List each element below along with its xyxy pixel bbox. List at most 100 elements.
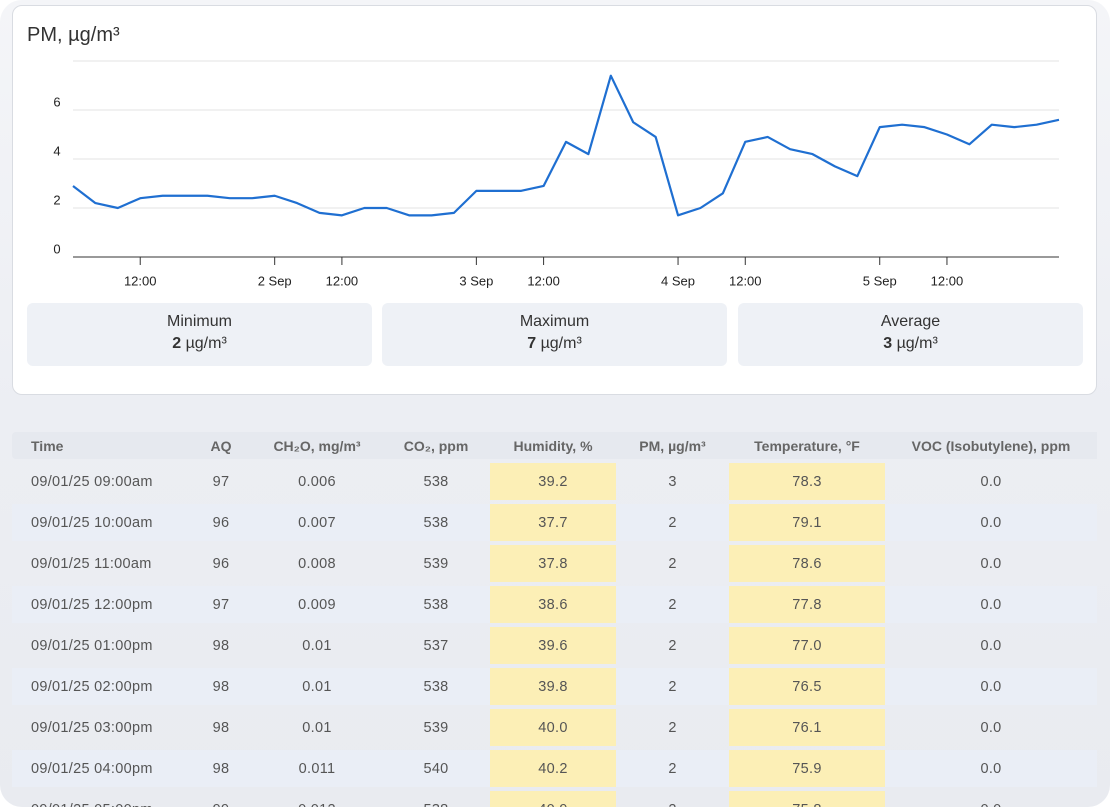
table-cell: 39.6 [490,627,616,664]
table-cell: 0.006 [298,473,336,490]
table-cell: 77.0 [729,627,885,664]
column-header: AQ [190,432,252,459]
table-cell: 2 [616,791,729,807]
chart-title: PM, µg/m³ [27,24,120,46]
table-cell: 0.012 [252,791,382,807]
table-cell: 538 [382,586,490,623]
table-cell: 96 [212,555,230,572]
table-cell: 2 [668,719,677,736]
table-cell: 538 [423,473,449,490]
stat-label: Average [880,313,941,330]
table-cell: 0.0 [885,586,1097,623]
y-tick-label: 6 [53,94,60,109]
table-cell: 0.0 [885,668,1097,705]
table-cell: 78.6 [729,545,885,582]
table-row: 09/01/25 10:00am 96 0.007 538 37.7 2 79.1 0.0 [12,504,1097,541]
table-cell: 98 [212,719,230,736]
table-cell: 98 [212,637,230,654]
x-tick-label: 12:00 [326,273,359,288]
table-cell: 2 [616,586,729,623]
table-row: 09/01/25 09:00am 97 0.006 538 39.2 3 78.3 0.0 [12,463,1097,500]
table-cell: 09/01/25 02:00pm [12,668,190,705]
table-cell: 97 [190,586,252,623]
stat-label: Maximum [519,313,590,330]
table-row: 09/01/25 03:00pm 98 0.01 539 40.0 2 76.1 0.0 [12,709,1097,746]
column-header: VOC (Isobutylene), ppm [885,432,1097,459]
table-cell: 09/01/25 01:00pm [31,637,153,654]
table-cell: 09/01/25 03:00pm [31,719,153,736]
stat-card: Average 3 µg/m³ [738,303,1083,366]
stat-unit: µg/m³ [896,335,938,352]
x-tick-label: 12:00 [931,273,964,288]
stat-unit: µg/m³ [185,335,227,352]
table-cell: 0.0 [885,750,1097,787]
table-cell: 0.01 [302,719,332,736]
table-cell: 96 [190,504,252,541]
table-row: 09/01/25 12:00pm 97 0.009 538 38.6 2 77.8 0.0 [12,586,1097,623]
table-cell: 09/01/25 10:00am [12,504,190,541]
table-cell: 79.1 [729,504,885,541]
x-tick-label: 4 Sep [661,273,695,288]
table-cell: 0.0 [980,555,1002,572]
y-tick-label: 2 [53,192,60,207]
table-row: 09/01/25 11:00am 96 0.008 539 37.8 2 78.6 0.0 [12,545,1097,582]
table-cell: 39.8 [490,668,616,705]
table-cell: 39.2 [490,463,616,500]
table-cell: 0.0 [885,504,1097,541]
table-row: 09/01/25 05:00pm990.01253840.9275.80.0 [12,791,1097,807]
table-cell: 0.0 [980,473,1002,490]
x-tick-label: 12:00 [527,273,560,288]
table-cell: 0.007 [252,504,382,541]
y-tick-label: 0 [53,241,60,256]
column-header: CO₂, ppm [382,432,490,459]
table-cell: 0.008 [298,555,336,572]
stat-card: Maximum 7 µg/m³ [382,303,727,366]
table-cell: 75.9 [729,750,885,787]
table-cell: 09/01/25 11:00am [31,555,152,572]
stat-value: 3 [883,335,893,352]
column-header: Humidity, % [490,432,616,459]
stat-value: 2 [172,335,182,352]
table-cell: 76.1 [729,709,885,746]
table-cell: 540 [382,750,490,787]
table-cell: 538 [382,504,490,541]
table-cell: 37.8 [490,545,616,582]
table-cell: 2 [616,668,729,705]
table-cell: 40.2 [490,750,616,787]
stat-value: 7 [527,335,537,352]
table-cell: 2 [616,750,729,787]
table-cell: 2 [616,504,729,541]
x-tick-label: 5 Sep [863,273,897,288]
table-cell: 539 [423,719,449,736]
table-cell: 537 [423,637,449,654]
table-cell: 99 [190,791,252,807]
table-row: 09/01/25 01:00pm 98 0.01 537 39.6 2 77.0 0.0 [12,627,1097,664]
table-cell: 78.3 [729,463,885,500]
table-cell: 0.01 [302,637,332,654]
stat-label: Minimum [167,313,232,330]
data-table: Time AQ CH₂O, mg/m³ CO₂, ppm Humidity, % PM, … [12,428,1097,807]
table-cell: 09/01/25 05:00pm [12,791,190,807]
table-cell: 0.009 [252,586,382,623]
stat-value-line: 2 µg/m³ [27,335,372,353]
table-cell: 0.01 [252,668,382,705]
table-cell: 0.0 [980,719,1002,736]
table-cell: 09/01/25 09:00am [31,473,153,490]
table-cell: 0.0 [980,637,1002,654]
x-tick-label: 12:00 [124,273,157,288]
stat-card: Minimum 2 µg/m³ [27,303,372,366]
column-header: PM, µg/m³ [616,432,729,459]
table-cell: 38.6 [490,586,616,623]
x-tick-label: 2 Sep [258,273,292,288]
table-row: 09/01/25 04:00pm 98 0.011 540 40.2 2 75.9 0.0 [12,750,1097,787]
table-cell: 538 [382,791,490,807]
table-cell: 09/01/25 04:00pm [12,750,190,787]
table-cell: 40.9 [490,791,616,807]
table-row: 09/01/25 02:00pm 98 0.01 538 39.8 2 76.5 0.0 [12,668,1097,705]
table-cell: 75.8 [729,791,885,807]
x-tick-label: 3 Sep [459,273,493,288]
table-cell: 2 [668,555,677,572]
table-cell: 0.0 [885,791,1097,807]
table-cell: 40.0 [490,709,616,746]
